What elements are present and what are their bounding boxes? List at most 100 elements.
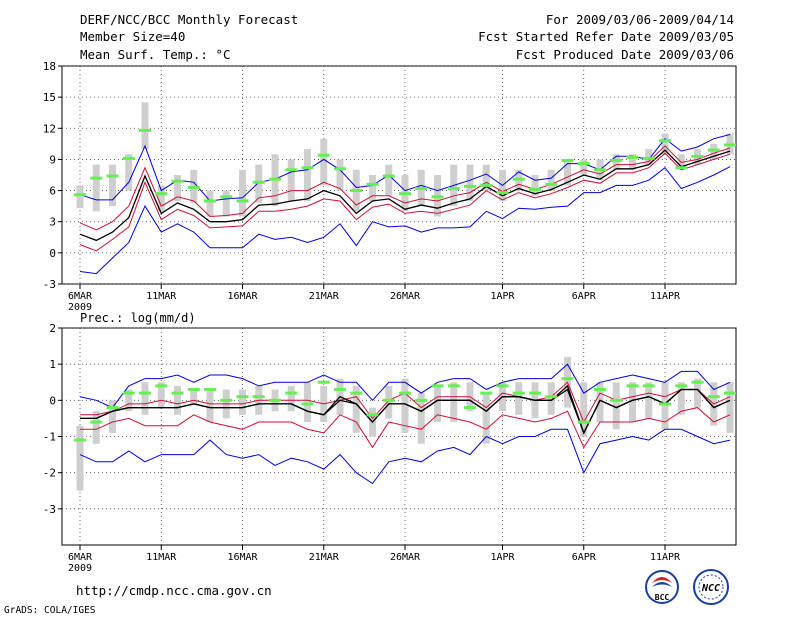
temp-spread-box-9	[222, 190, 230, 217]
precip-spread-box-35	[645, 382, 653, 419]
precip-xtick-label-7: 11APR	[650, 552, 681, 563]
precip-xtick-label-0: 6MAR	[68, 552, 93, 563]
temp-series-upper-percentile	[79, 145, 731, 231]
temp-spread-box-33	[612, 154, 620, 170]
precip-xtick-label-2: 16MAR	[227, 552, 258, 563]
temp-xtick-label-6: 6APR	[572, 291, 597, 302]
temperature-plot-frame	[61, 65, 737, 285]
temp-spread-box-13	[287, 159, 295, 201]
temp-spread-box-14	[304, 149, 311, 201]
precip-ytick-label-4: 1	[49, 358, 56, 371]
precip-spread-box-6	[174, 385, 181, 415]
temp-spread-box-31	[580, 159, 588, 175]
precip-ytick-label-5: 2	[49, 322, 56, 335]
temp-spread-box-15	[320, 138, 328, 186]
temp-spread-box-25	[482, 164, 490, 191]
temp-ytick-label-4: 9	[49, 153, 56, 166]
precip-spread-box-10	[239, 389, 246, 415]
precip-spread-box-5	[157, 382, 165, 408]
temp-xtick-label-2: 16MAR	[227, 291, 258, 302]
temp-spread-box-2	[109, 164, 116, 207]
precip-ytick-label-0: -3	[43, 503, 56, 516]
precip-spread-box-22	[434, 385, 441, 423]
temp-xtick-sublabel-0: 2009	[68, 302, 92, 313]
temp-spread-box-3	[125, 154, 133, 191]
precip-spread-box-37	[677, 382, 685, 415]
temp-series-ensemble-min	[79, 166, 731, 275]
temp-xtick-label-4: 26MAR	[390, 291, 421, 302]
temp-spread-box-11	[255, 164, 263, 204]
precip-xtick-sublabel-0: 2009	[68, 563, 92, 574]
ncc-logo-inner-ring	[698, 574, 724, 600]
temp-series-ensemble-mean	[79, 149, 731, 242]
precip-ytick-label-2: -1	[43, 431, 56, 444]
precip-panel-title: Prec.: log(mm/d)	[80, 311, 196, 325]
temp-spread-box-4	[141, 102, 149, 150]
temp-spread-box-39	[710, 143, 718, 160]
precip-spread-box-19	[385, 385, 393, 419]
ncc-logo: NCC	[693, 569, 729, 605]
header-title: DERF/NCC/BCC Monthly Forecast	[80, 12, 298, 27]
header-variable: Mean Surf. Temp.: °C	[80, 47, 231, 62]
temp-ytick-label-7: 18	[43, 60, 56, 73]
precip-spread-box-33	[612, 382, 620, 430]
temp-spread-box-35	[645, 149, 653, 165]
temp-spread-box-30	[564, 159, 571, 186]
precip-ytick-label-1: -2	[43, 467, 56, 480]
precip-xtick-label-6: 6APR	[572, 552, 597, 563]
precip-spread-box-3	[125, 389, 133, 412]
precip-xtick-label-1: 11MAR	[146, 552, 177, 563]
precip-spread-box-40	[726, 382, 734, 433]
precip-spread-box-14	[304, 382, 311, 423]
precip-series-ensemble-max	[79, 363, 731, 409]
temp-spread-box-34	[629, 154, 636, 170]
temp-spread-box-28	[531, 175, 539, 196]
bcc-logo: BCC	[645, 570, 679, 604]
precip-xtick-label-3: 21MAR	[309, 552, 340, 563]
precip-series-sub-mean	[80, 388, 731, 435]
precip-spread-box-31	[580, 382, 588, 437]
precip-spread-box-21	[417, 393, 425, 444]
precip-spread-box-4	[141, 382, 149, 415]
bcc-logo-text: BCC	[655, 593, 670, 602]
temp-spread-box-24	[466, 164, 474, 201]
header-started: Fcst Started Refer Date 2009/03/05	[478, 29, 734, 44]
temp-xtick-label-0: 6MAR	[68, 291, 93, 302]
temp-spread-box-5	[157, 185, 165, 212]
precip-spread-box-38	[694, 378, 701, 408]
temp-xtick-label-1: 11MAR	[146, 291, 177, 302]
precip-spread-box-23	[450, 382, 458, 423]
precip-spread-box-36	[661, 382, 669, 430]
precip-ytick-label-3: 0	[49, 394, 56, 407]
precip-spread-box-25	[482, 393, 490, 444]
header-member-size: Member Size=40	[80, 29, 185, 44]
header-produced: Fcst Produced Date 2009/03/06	[516, 47, 734, 62]
temp-xtick-label-7: 11APR	[650, 291, 681, 302]
temp-xtick-label-5: 1APR	[490, 291, 515, 302]
precip-spread-box-32	[596, 382, 604, 423]
temp-spread-box-10	[239, 169, 246, 217]
temp-series-lower-percentile	[79, 152, 731, 252]
temp-xtick-label-3: 21MAR	[309, 291, 340, 302]
precip-spread-box-0	[76, 425, 84, 491]
temp-ytick-label-2: 3	[49, 216, 56, 229]
temp-spread-box-29	[547, 169, 555, 191]
footer-credit: GrADS: COLA/IGES	[4, 605, 96, 616]
bcc-logo-swirl-icon	[652, 577, 672, 583]
precip-spread-box-27	[515, 382, 523, 415]
footer-url[interactable]: http://cmdp.ncc.cma.gov.cn	[76, 583, 272, 598]
precip-spread-box-2	[109, 400, 116, 433]
temp-spread-box-16	[336, 159, 344, 191]
temp-spread-box-18	[369, 175, 376, 201]
temp-spread-box-36	[661, 133, 669, 155]
temp-series-ensemble-max	[79, 134, 731, 202]
temp-spread-box-8	[206, 190, 214, 217]
precip-spread-box-17	[352, 385, 360, 433]
precip-series-ensemble-min	[79, 428, 731, 485]
temp-spread-box-19	[385, 164, 393, 196]
temp-ytick-label-1: 0	[49, 247, 56, 260]
